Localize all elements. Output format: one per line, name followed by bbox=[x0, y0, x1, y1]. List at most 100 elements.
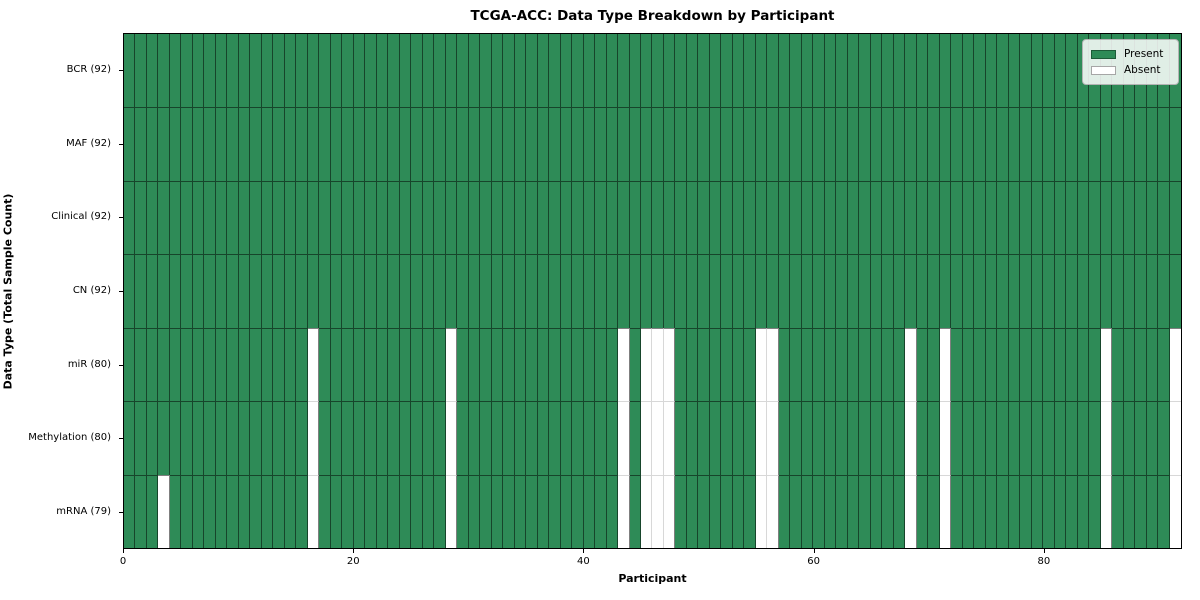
heatmap-cell bbox=[388, 401, 400, 475]
heatmap-cell bbox=[353, 327, 366, 402]
heatmap-cell bbox=[457, 107, 469, 181]
heatmap-cell bbox=[376, 254, 389, 328]
heatmap-cell bbox=[1089, 107, 1101, 181]
heatmap-cell bbox=[526, 180, 538, 255]
heatmap-cell bbox=[755, 327, 768, 402]
heatmap-cell bbox=[1169, 327, 1181, 402]
heatmap-cell bbox=[445, 34, 458, 108]
heatmap-cell bbox=[1146, 474, 1159, 548]
heatmap-cell bbox=[342, 327, 354, 402]
heatmap-cell bbox=[951, 474, 963, 548]
heatmap-cell bbox=[801, 107, 814, 181]
heatmap-cell bbox=[388, 180, 400, 255]
heatmap-cell bbox=[1054, 180, 1067, 255]
heatmap-cell bbox=[169, 401, 182, 475]
heatmap-cell bbox=[158, 180, 170, 255]
heatmap-cell bbox=[537, 254, 550, 328]
heatmap-cell bbox=[583, 34, 596, 108]
heatmap-cell bbox=[801, 34, 814, 108]
heatmap-cell bbox=[1123, 254, 1136, 328]
heatmap-cell bbox=[399, 180, 412, 255]
heatmap-cell bbox=[273, 401, 285, 475]
heatmap-cell bbox=[709, 254, 722, 328]
heatmap-cell bbox=[893, 107, 906, 181]
heatmap-cell bbox=[537, 474, 550, 548]
heatmap-cell bbox=[801, 401, 814, 475]
heatmap-cell bbox=[583, 401, 596, 475]
heatmap-cell bbox=[204, 34, 216, 108]
heatmap-cell bbox=[824, 254, 837, 328]
heatmap-cell bbox=[296, 34, 308, 108]
heatmap-cell bbox=[824, 327, 837, 402]
heatmap-cell bbox=[709, 180, 722, 255]
heatmap-cell bbox=[445, 401, 458, 475]
heatmap-cell bbox=[974, 254, 986, 328]
heatmap-cell bbox=[1043, 401, 1055, 475]
heatmap-cell bbox=[549, 254, 561, 328]
heatmap-cell bbox=[399, 327, 412, 402]
heatmap-cell bbox=[801, 474, 814, 548]
heatmap-cell bbox=[813, 401, 825, 475]
heatmap-cell bbox=[284, 34, 297, 108]
x-tick-label: 80 bbox=[1037, 556, 1051, 567]
heatmap-cell bbox=[342, 34, 354, 108]
heatmap-cell bbox=[124, 254, 136, 328]
heatmap-cell bbox=[560, 34, 573, 108]
heatmap-cell bbox=[480, 34, 492, 108]
heatmap-cell bbox=[549, 327, 561, 402]
heatmap-cell bbox=[686, 180, 699, 255]
heatmap-cell bbox=[135, 327, 147, 402]
heatmap-cell bbox=[939, 327, 952, 402]
absent-swatch-icon bbox=[1091, 65, 1116, 75]
heatmap-cell bbox=[124, 474, 136, 548]
heatmap-cell bbox=[928, 180, 940, 255]
heatmap-cell bbox=[169, 254, 182, 328]
heatmap-cell bbox=[537, 180, 550, 255]
heatmap-cell bbox=[250, 254, 262, 328]
heatmap-cell bbox=[824, 34, 837, 108]
x-tick-label: 40 bbox=[577, 556, 590, 567]
heatmap-cell bbox=[583, 180, 596, 255]
heatmap-cell bbox=[974, 401, 986, 475]
legend-label-absent: Absent bbox=[1124, 63, 1161, 76]
heatmap-cell bbox=[1008, 107, 1021, 181]
heatmap-cell bbox=[1123, 474, 1136, 548]
heatmap-cell bbox=[686, 401, 699, 475]
heatmap-cell bbox=[204, 401, 216, 475]
heatmap-cell bbox=[962, 401, 975, 475]
heatmap-cell bbox=[1100, 474, 1113, 548]
heatmap-cell bbox=[744, 34, 756, 108]
heatmap-cell bbox=[181, 254, 193, 328]
heatmap-cell bbox=[146, 474, 159, 548]
heatmap-cell bbox=[1008, 180, 1021, 255]
heatmap-cell bbox=[204, 180, 216, 255]
heatmap-cell bbox=[549, 180, 561, 255]
heatmap-cell bbox=[698, 401, 710, 475]
heatmap-cell bbox=[158, 327, 170, 402]
heatmap-cell bbox=[606, 327, 619, 402]
heatmap-cell bbox=[893, 401, 906, 475]
heatmap-cell bbox=[997, 254, 1009, 328]
heatmap-cell bbox=[1089, 254, 1101, 328]
heatmap-cell bbox=[698, 34, 710, 108]
heatmap-cell bbox=[618, 327, 630, 402]
heatmap-cell bbox=[790, 327, 802, 402]
heatmap-cell bbox=[675, 401, 687, 475]
heatmap-cell bbox=[939, 107, 952, 181]
heatmap-cell bbox=[813, 180, 825, 255]
heatmap-cell bbox=[124, 401, 136, 475]
heatmap-cell bbox=[997, 474, 1009, 548]
heatmap-cell bbox=[434, 401, 446, 475]
heatmap-cell bbox=[422, 401, 435, 475]
heatmap-cell bbox=[342, 474, 354, 548]
heatmap-cell bbox=[882, 107, 894, 181]
heatmap-cell bbox=[365, 34, 377, 108]
heatmap-cell bbox=[744, 254, 756, 328]
heatmap-cell bbox=[330, 34, 343, 108]
heatmap-cell bbox=[1146, 180, 1159, 255]
heatmap-cell bbox=[296, 254, 308, 328]
heatmap-cell bbox=[215, 401, 228, 475]
y-tick-mark bbox=[119, 438, 123, 440]
heatmap-cell bbox=[962, 474, 975, 548]
heatmap-cell bbox=[939, 474, 952, 548]
